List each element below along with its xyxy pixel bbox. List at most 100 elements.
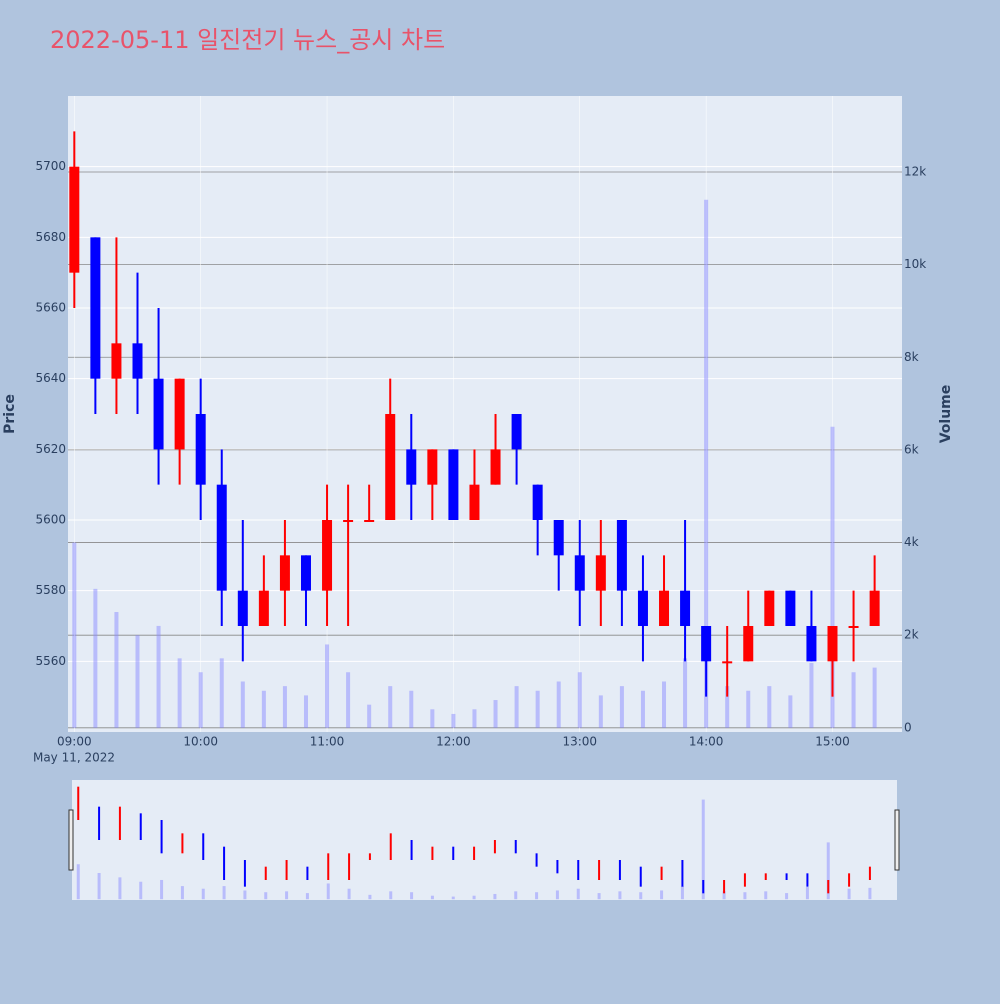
- mini-volume-bar: [785, 893, 789, 900]
- candle-body: [132, 343, 143, 379]
- volume-bar: [535, 690, 540, 728]
- candle-body: [827, 626, 838, 662]
- y-tick-label: 5640: [35, 371, 66, 385]
- volume-bar: [135, 635, 140, 728]
- range-handle[interactable]: [68, 809, 74, 871]
- candle-body: [448, 449, 459, 520]
- volume-bar: [261, 690, 266, 728]
- mini-volume-bar: [160, 879, 164, 900]
- volume-bar: [93, 588, 98, 728]
- mini-volume-bar: [97, 872, 101, 900]
- volume-bar: [598, 695, 603, 728]
- candle-body: [722, 661, 733, 664]
- volume-bar: [177, 658, 182, 728]
- candle-body: [322, 520, 333, 591]
- candle-body: [595, 555, 606, 591]
- volume-bar: [367, 704, 372, 728]
- rangeslider[interactable]: [72, 780, 897, 900]
- y-tick-label: 5620: [35, 442, 66, 456]
- candle-body: [406, 449, 417, 485]
- volume-bar: [451, 713, 456, 728]
- volume-bar: [746, 690, 751, 728]
- volume-bar: [767, 686, 772, 728]
- mini-volume-bar: [368, 894, 372, 900]
- mini-volume-bar: [805, 886, 809, 900]
- mini-volume-bar: [76, 864, 80, 900]
- x-tick-label: 12:00: [436, 735, 471, 749]
- volume-bar: [725, 686, 730, 728]
- candle-body: [258, 590, 269, 626]
- y2-axis-title: Volume: [938, 385, 954, 444]
- volume-bar: [577, 672, 582, 728]
- x-tick-label: 10:00: [183, 735, 218, 749]
- y2-tick-label: 8k: [904, 350, 919, 364]
- y-tick-label: 5560: [35, 654, 66, 668]
- volume-bar: [493, 700, 498, 728]
- candle-body: [785, 590, 796, 626]
- candle-body: [764, 590, 775, 626]
- volume-bar: [830, 426, 835, 728]
- mini-volume-bar: [472, 895, 476, 900]
- y2-tick-label: 2k: [904, 628, 919, 642]
- x-tick-label: 09:00: [57, 735, 92, 749]
- y2-tick-label: 10k: [904, 257, 926, 271]
- mini-volume-bar: [493, 893, 497, 900]
- candle-body: [848, 626, 859, 628]
- candle-body: [279, 555, 290, 591]
- y-tick-label: 5580: [35, 583, 66, 597]
- candle-body: [701, 626, 712, 662]
- candle-body: [364, 520, 375, 522]
- volume-bar: [788, 695, 793, 728]
- candle-body: [90, 237, 101, 379]
- y-tick-label: 5600: [35, 513, 66, 527]
- mini-volume-bar: [722, 891, 726, 900]
- mini-volume-bar: [743, 892, 747, 900]
- mini-volume-bar: [410, 892, 414, 900]
- volume-bar: [872, 667, 877, 728]
- volume-bar: [409, 690, 414, 728]
- volume-bar: [388, 686, 393, 728]
- mini-volume-bar: [430, 895, 434, 900]
- volume-bar: [282, 686, 287, 728]
- y-tick-label: 5660: [35, 301, 66, 315]
- candle-body: [300, 555, 311, 591]
- mini-volume-bar: [826, 842, 830, 900]
- mini-volume-bar: [639, 892, 643, 900]
- candle-body: [532, 484, 543, 520]
- x-tick-label: 15:00: [815, 735, 850, 749]
- candle-body: [659, 590, 670, 626]
- mini-volume-bar: [222, 886, 226, 900]
- candle-body: [195, 414, 206, 485]
- mini-volume-bar: [868, 887, 872, 900]
- volume-bar: [219, 658, 224, 728]
- y2-tick-label: 6k: [904, 442, 919, 456]
- volume-bar: [619, 686, 624, 728]
- volume-bar: [346, 672, 351, 728]
- range-handle[interactable]: [894, 809, 900, 871]
- volume-bar: [640, 690, 645, 728]
- volume-bar: [156, 625, 161, 728]
- candle-body: [237, 590, 248, 626]
- candle-body: [616, 520, 627, 591]
- volume-bar: [325, 644, 330, 728]
- mini-volume-bar: [514, 891, 518, 900]
- candle-body: [343, 520, 354, 522]
- candle-body: [511, 414, 522, 450]
- mini-volume-bar: [201, 888, 205, 900]
- mini-volume-bar: [576, 888, 580, 900]
- mini-volume-bar: [347, 888, 351, 900]
- x-tick-label: 13:00: [562, 735, 597, 749]
- volume-bar: [303, 695, 308, 728]
- mini-volume-bar: [389, 891, 393, 900]
- volume-bar: [472, 709, 477, 728]
- y2-tick-label: 12k: [904, 164, 926, 178]
- candle-body: [806, 626, 817, 662]
- x-date-label: May 11, 2022: [33, 751, 115, 765]
- volume-bar: [514, 686, 519, 728]
- mini-volume-bar: [618, 891, 622, 900]
- mini-volume-bar: [285, 891, 289, 900]
- candle-body: [153, 378, 164, 450]
- candle-body: [490, 449, 501, 485]
- mini-volume-bar: [764, 891, 768, 900]
